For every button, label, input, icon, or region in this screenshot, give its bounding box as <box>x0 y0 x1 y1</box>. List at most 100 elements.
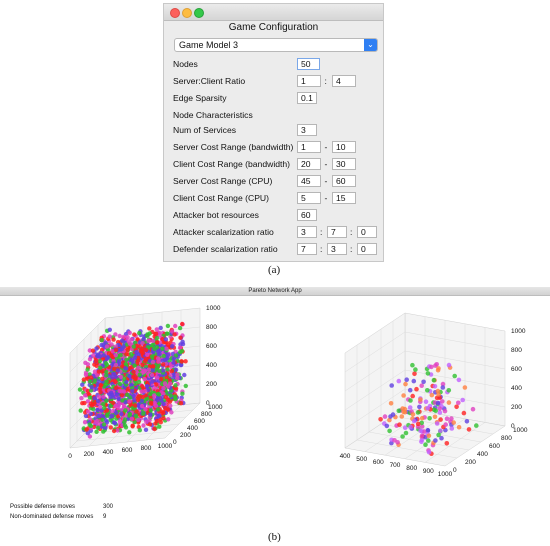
right-plot-gridline <box>384 320 446 456</box>
left-point <box>178 342 183 347</box>
config-input-field[interactable]: 0 <box>357 226 377 238</box>
left-point <box>144 419 149 424</box>
left-point <box>149 372 155 378</box>
left-point <box>129 416 134 421</box>
left-point <box>101 353 107 358</box>
config-input-field[interactable]: 3 <box>297 226 317 238</box>
right-point <box>400 406 405 411</box>
left-x-tick: 400 <box>103 449 114 456</box>
config-input-field[interactable]: 50 <box>297 58 320 70</box>
left-point <box>143 427 149 432</box>
left-point <box>115 368 121 373</box>
left-point <box>77 387 83 392</box>
config-input-field[interactable]: 5 <box>297 192 321 204</box>
left-point <box>91 406 96 412</box>
left-point <box>92 396 97 401</box>
left-point <box>148 391 153 397</box>
right-plot-gridline <box>344 369 506 411</box>
left-point <box>127 430 132 435</box>
left-point <box>171 356 176 361</box>
chevron-down-icon[interactable]: ⌄ <box>364 39 377 51</box>
left-point <box>130 388 135 394</box>
game-configuration-window: Game Configuration Game Model 3 ⌄ Nodes 5… <box>163 3 384 262</box>
right-point <box>414 386 419 392</box>
config-input-field[interactable]: 30 <box>332 158 356 170</box>
left-point <box>109 375 115 380</box>
left-z-tick: 400 <box>206 362 217 369</box>
left-point <box>143 397 149 402</box>
config-input-field[interactable]: 60 <box>332 175 356 187</box>
left-point <box>177 325 183 331</box>
left-point <box>165 352 171 357</box>
left-point <box>118 374 124 380</box>
left-point <box>137 330 142 336</box>
config-input-field[interactable]: 1 <box>297 141 321 153</box>
left-point <box>130 358 135 363</box>
right-point <box>446 400 452 405</box>
left-point <box>177 345 183 350</box>
left-point <box>113 362 119 368</box>
left-point <box>150 342 155 348</box>
left-point <box>143 356 149 362</box>
config-input-field[interactable]: 7 <box>297 243 317 255</box>
right-point <box>439 435 444 441</box>
right-point <box>410 412 416 417</box>
left-point <box>149 354 155 359</box>
left-point <box>117 419 123 424</box>
left-point <box>95 398 101 404</box>
config-input-field[interactable]: 10 <box>332 141 356 153</box>
left-point <box>110 408 116 414</box>
config-input-field[interactable]: 0.1 <box>297 92 317 104</box>
right-point <box>412 371 417 377</box>
right-point <box>462 385 468 390</box>
config-input-field[interactable]: 20 <box>297 158 321 170</box>
config-input-field[interactable]: 15 <box>332 192 356 204</box>
left-point <box>119 411 124 417</box>
left-point <box>161 353 166 359</box>
right-point <box>388 401 394 406</box>
close-icon[interactable] <box>170 8 180 18</box>
left-point <box>96 413 101 419</box>
left-z-tick: 800 <box>206 324 217 331</box>
right-plot-gridline <box>344 331 506 373</box>
left-point <box>151 364 156 369</box>
left-point <box>143 388 148 394</box>
left-point <box>104 356 110 361</box>
right-point <box>474 423 479 428</box>
left-point <box>87 395 93 400</box>
config-input-field[interactable]: 4 <box>332 75 356 87</box>
left-point <box>101 394 106 399</box>
left-y-tick: 400 <box>187 425 198 432</box>
left-point <box>84 427 89 432</box>
config-input-field[interactable]: 3 <box>297 124 317 136</box>
left-point <box>148 408 153 413</box>
right-point <box>451 420 457 425</box>
left-point <box>98 383 104 388</box>
right-point <box>436 432 441 438</box>
left-point <box>132 332 137 337</box>
right-plot-gridline <box>368 337 470 451</box>
left-point <box>93 386 99 391</box>
row-label: Server:Client Ratio <box>173 76 246 86</box>
left-point <box>132 398 137 403</box>
config-input-field[interactable]: 1 <box>297 75 321 87</box>
right-y-tick: 800 <box>501 435 512 442</box>
right-point <box>399 414 405 419</box>
config-input-field[interactable]: 0 <box>357 243 377 255</box>
left-z-tick: 200 <box>206 381 217 388</box>
row-label: Node Characteristics <box>173 110 253 120</box>
minimize-icon[interactable] <box>182 8 192 18</box>
field-separator: : <box>350 227 353 237</box>
left-point <box>139 403 145 409</box>
config-input-field[interactable]: 3 <box>327 243 347 255</box>
zoom-icon[interactable] <box>194 8 204 18</box>
left-z-tick: 1000 <box>206 305 221 312</box>
left-point <box>111 337 116 342</box>
config-input-field[interactable]: 60 <box>297 209 317 221</box>
game-model-select[interactable]: Game Model 3 ⌄ <box>174 38 378 52</box>
left-point <box>90 348 96 353</box>
config-input-field[interactable]: 7 <box>327 226 347 238</box>
left-plot-gridline <box>83 339 180 435</box>
config-input-field[interactable]: 45 <box>297 175 321 187</box>
left-point <box>162 357 168 362</box>
